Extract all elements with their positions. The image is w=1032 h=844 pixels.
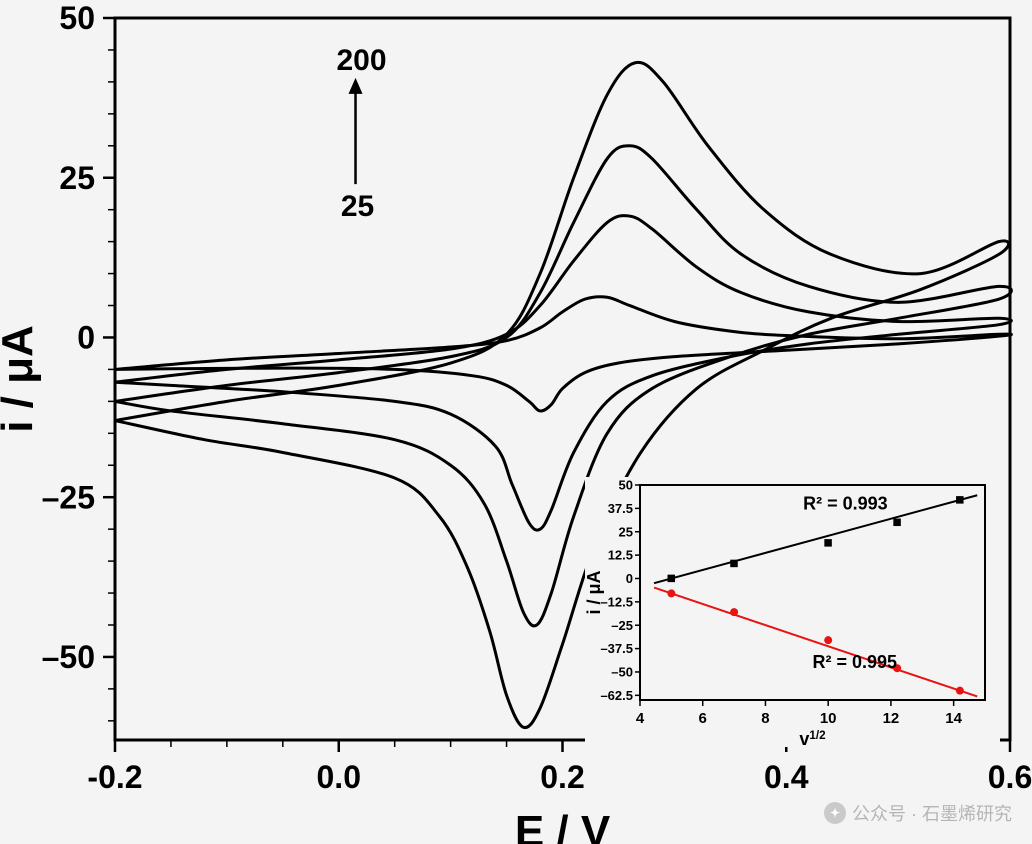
svg-text:12: 12 (883, 710, 900, 727)
svg-text:25: 25 (341, 190, 374, 223)
svg-text:12.5: 12.5 (608, 548, 633, 563)
svg-text:i / μA: i / μA (584, 570, 604, 614)
svg-text:–50: –50 (611, 665, 633, 680)
figure-container: { "figure": { "width": 1032, "height": 8… (0, 0, 1032, 844)
svg-text:–37.5: –37.5 (600, 641, 633, 656)
svg-text:25: 25 (619, 524, 633, 539)
svg-text:–12.5: –12.5 (600, 594, 633, 609)
svg-text:E / V: E / V (515, 807, 611, 844)
svg-text:-0.2: -0.2 (87, 759, 142, 795)
svg-text:50: 50 (59, 0, 95, 36)
svg-text:i / μA: i / μA (0, 325, 42, 433)
watermark: ✦ 公众号 · 石墨烯研究 (824, 800, 1012, 826)
svg-text:25: 25 (59, 160, 95, 196)
svg-text:–50: –50 (42, 639, 95, 675)
svg-text:–62.5: –62.5 (600, 688, 633, 703)
svg-text:10: 10 (820, 710, 837, 727)
svg-text:R² = 0.993: R² = 0.993 (803, 493, 888, 513)
svg-text:14: 14 (945, 710, 962, 727)
svg-text:6: 6 (699, 710, 707, 727)
svg-text:0: 0 (626, 571, 633, 586)
watermark-text: 公众号 · 石墨烯研究 (852, 800, 1012, 826)
svg-text:0.6: 0.6 (988, 759, 1032, 795)
svg-text:–25: –25 (42, 479, 95, 515)
svg-text:8: 8 (761, 710, 769, 727)
svg-text:0.4: 0.4 (764, 759, 809, 795)
svg-text:37.5: 37.5 (608, 501, 633, 516)
svg-text:–25: –25 (611, 618, 633, 633)
svg-text:4: 4 (636, 710, 645, 727)
svg-text:50: 50 (619, 478, 633, 493)
wechat-icon: ✦ (824, 802, 846, 824)
svg-text:0.2: 0.2 (540, 759, 584, 795)
svg-text:0: 0 (77, 320, 95, 356)
svg-text:200: 200 (337, 44, 387, 77)
main-plot-svg: -0.2 0.0 0.2 0.4 0.6 E / V –50 –25 0 25 50 i / μA 20… (0, 0, 1032, 844)
svg-text:R² = 0.995: R² = 0.995 (813, 652, 898, 672)
svg-text:0.0: 0.0 (317, 759, 361, 795)
